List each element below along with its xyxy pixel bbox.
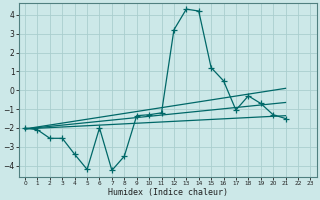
X-axis label: Humidex (Indice chaleur): Humidex (Indice chaleur) — [108, 188, 228, 197]
